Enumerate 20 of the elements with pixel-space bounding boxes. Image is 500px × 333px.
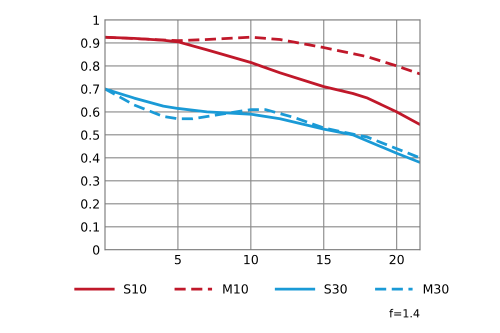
x-tick-label: 10	[244, 254, 258, 264]
text: f=1.4	[389, 308, 420, 318]
y-tick-label: 0.9	[81, 38, 100, 48]
x-tick-label: 15	[317, 254, 331, 264]
y-tick-label: 0.2	[81, 199, 99, 209]
legend-label: M10	[223, 284, 248, 294]
y-tick-label: 0.3	[81, 176, 100, 186]
y-tick-label: 1	[94, 16, 99, 25]
legend-label: S10	[124, 284, 146, 294]
x-tick-label: 5	[174, 254, 181, 264]
x-tick-label: 20	[390, 254, 404, 264]
y-tick-label: 0.7	[81, 84, 100, 94]
y-tick-label: 0.4	[81, 153, 100, 163]
y-tick-label: 0.5	[81, 130, 100, 140]
y-tick-label: 0.8	[81, 61, 100, 71]
legend-label: M30	[424, 284, 448, 294]
legend-label: S30	[324, 284, 347, 294]
y-tick-label: 0.6	[81, 107, 100, 117]
y-tick-label: 0.1	[81, 222, 99, 232]
y-tick-label: 0	[93, 245, 100, 255]
